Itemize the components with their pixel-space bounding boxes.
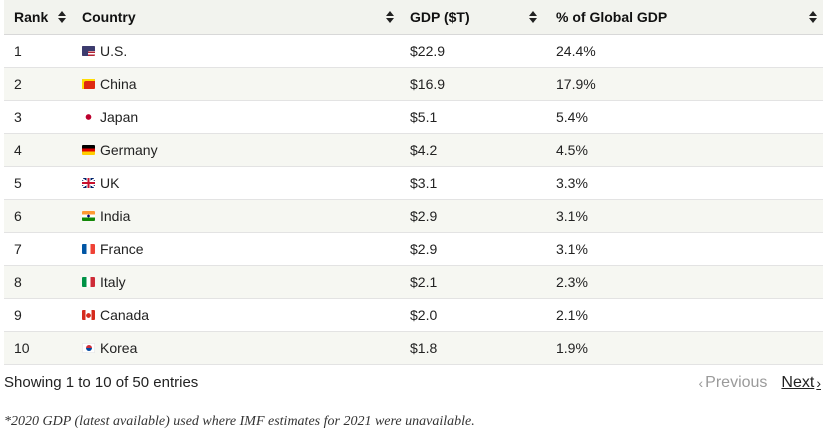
table-header-row: Rank Country GDP ($T) % of Global GDP <box>4 0 823 35</box>
country-name: U.S. <box>100 43 128 59</box>
rank-cell: 2 <box>4 67 72 101</box>
table-row: 5 UK $3.1 3.3% <box>4 166 823 200</box>
country-name: Italy <box>100 274 126 290</box>
share-cell: 3.1% <box>546 199 823 233</box>
chevron-left-icon: ‹ <box>698 375 704 391</box>
country-name: Korea <box>100 340 138 356</box>
share-cell: 1.9% <box>546 331 823 365</box>
korea-flag-icon <box>82 343 95 353</box>
country-name: Canada <box>100 307 150 323</box>
sort-icon <box>58 11 66 23</box>
next-button[interactable]: Next › <box>781 374 823 392</box>
table-row: 6 India $2.9 3.1% <box>4 199 823 233</box>
rank-cell: 4 <box>4 133 72 167</box>
previous-label: Previous <box>705 374 768 391</box>
country-name: Germany <box>100 142 158 158</box>
sort-icon <box>386 11 394 23</box>
share-cell: 24.4% <box>546 34 823 68</box>
sort-icon <box>529 11 537 23</box>
gdp-cell: $5.1 <box>400 100 546 134</box>
gdp-cell: $4.2 <box>400 133 546 167</box>
table-row: 3 Japan $5.1 5.4% <box>4 100 823 134</box>
gdp-cell: $3.1 <box>400 166 546 200</box>
rank-cell: 3 <box>4 100 72 134</box>
country-cell: Canada <box>72 298 400 332</box>
country-name: India <box>100 208 131 224</box>
gdp-cell: $22.9 <box>400 34 546 68</box>
country-cell: Germany <box>72 133 400 167</box>
chevron-right-icon: › <box>816 375 821 391</box>
next-label: Next <box>781 374 815 391</box>
table-row: 2 China $16.9 17.9% <box>4 67 823 101</box>
column-header-gdp[interactable]: GDP ($T) <box>400 0 546 35</box>
share-cell: 5.4% <box>546 100 823 134</box>
uk-flag-icon <box>82 178 95 188</box>
rank-cell: 6 <box>4 199 72 233</box>
share-cell: 3.1% <box>546 232 823 266</box>
gdp-cell: $2.0 <box>400 298 546 332</box>
column-header-label: GDP ($T) <box>410 9 470 25</box>
table-row: 1 U.S. $22.9 24.4% <box>4 34 823 68</box>
country-name: UK <box>100 175 120 191</box>
pagination: ‹ Previous Next › <box>697 374 824 392</box>
share-cell: 3.3% <box>546 166 823 200</box>
gdp-table: Rank Country GDP ($T) % of Global GDP 1 U… <box>4 0 823 365</box>
table-row: 7 France $2.9 3.1% <box>4 232 823 266</box>
column-header-label: % of Global GDP <box>556 9 668 25</box>
country-cell: Japan <box>72 100 400 134</box>
table-row: 8 Italy $2.1 2.3% <box>4 265 823 299</box>
country-name: Japan <box>100 109 139 125</box>
france-flag-icon <box>82 244 95 254</box>
country-cell: Korea <box>72 331 400 365</box>
country-cell: China <box>72 67 400 101</box>
china-flag-icon <box>82 79 95 89</box>
column-header-rank[interactable]: Rank <box>4 0 72 35</box>
country-name: China <box>100 76 137 92</box>
footnote: *2020 GDP (latest available) used where … <box>4 414 475 429</box>
column-header-country[interactable]: Country <box>72 0 400 35</box>
country-cell: UK <box>72 166 400 200</box>
gdp-cell: $2.9 <box>400 199 546 233</box>
country-name: France <box>100 241 144 257</box>
rank-cell: 1 <box>4 34 72 68</box>
entries-info: Showing 1 to 10 of 50 entries <box>4 374 199 391</box>
gdp-cell: $2.1 <box>400 265 546 299</box>
share-cell: 4.5% <box>546 133 823 167</box>
table-row: 4 Germany $4.2 4.5% <box>4 133 823 167</box>
italy-flag-icon <box>82 277 95 287</box>
share-cell: 17.9% <box>546 67 823 101</box>
column-header-share[interactable]: % of Global GDP <box>546 0 823 35</box>
gdp-cell: $16.9 <box>400 67 546 101</box>
column-header-label: Rank <box>14 9 49 25</box>
country-cell: India <box>72 199 400 233</box>
previous-button[interactable]: ‹ Previous <box>697 374 768 392</box>
rank-cell: 7 <box>4 232 72 266</box>
table-row: 9 Canada $2.0 2.1% <box>4 298 823 332</box>
column-header-label: Country <box>82 9 136 25</box>
rank-cell: 10 <box>4 331 72 365</box>
share-cell: 2.3% <box>546 265 823 299</box>
germany-flag-icon <box>82 145 95 155</box>
country-cell: France <box>72 232 400 266</box>
gdp-cell: $2.9 <box>400 232 546 266</box>
share-cell: 2.1% <box>546 298 823 332</box>
india-flag-icon <box>82 211 95 221</box>
rank-cell: 5 <box>4 166 72 200</box>
sort-icon <box>809 11 817 23</box>
japan-flag-icon <box>82 112 95 122</box>
country-cell: Italy <box>72 265 400 299</box>
gdp-cell: $1.8 <box>400 331 546 365</box>
table-row: 10 Korea $1.8 1.9% <box>4 331 823 365</box>
rank-cell: 9 <box>4 298 72 332</box>
us-flag-icon <box>82 46 95 56</box>
canada-flag-icon <box>82 310 95 320</box>
country-cell: U.S. <box>72 34 400 68</box>
rank-cell: 8 <box>4 265 72 299</box>
